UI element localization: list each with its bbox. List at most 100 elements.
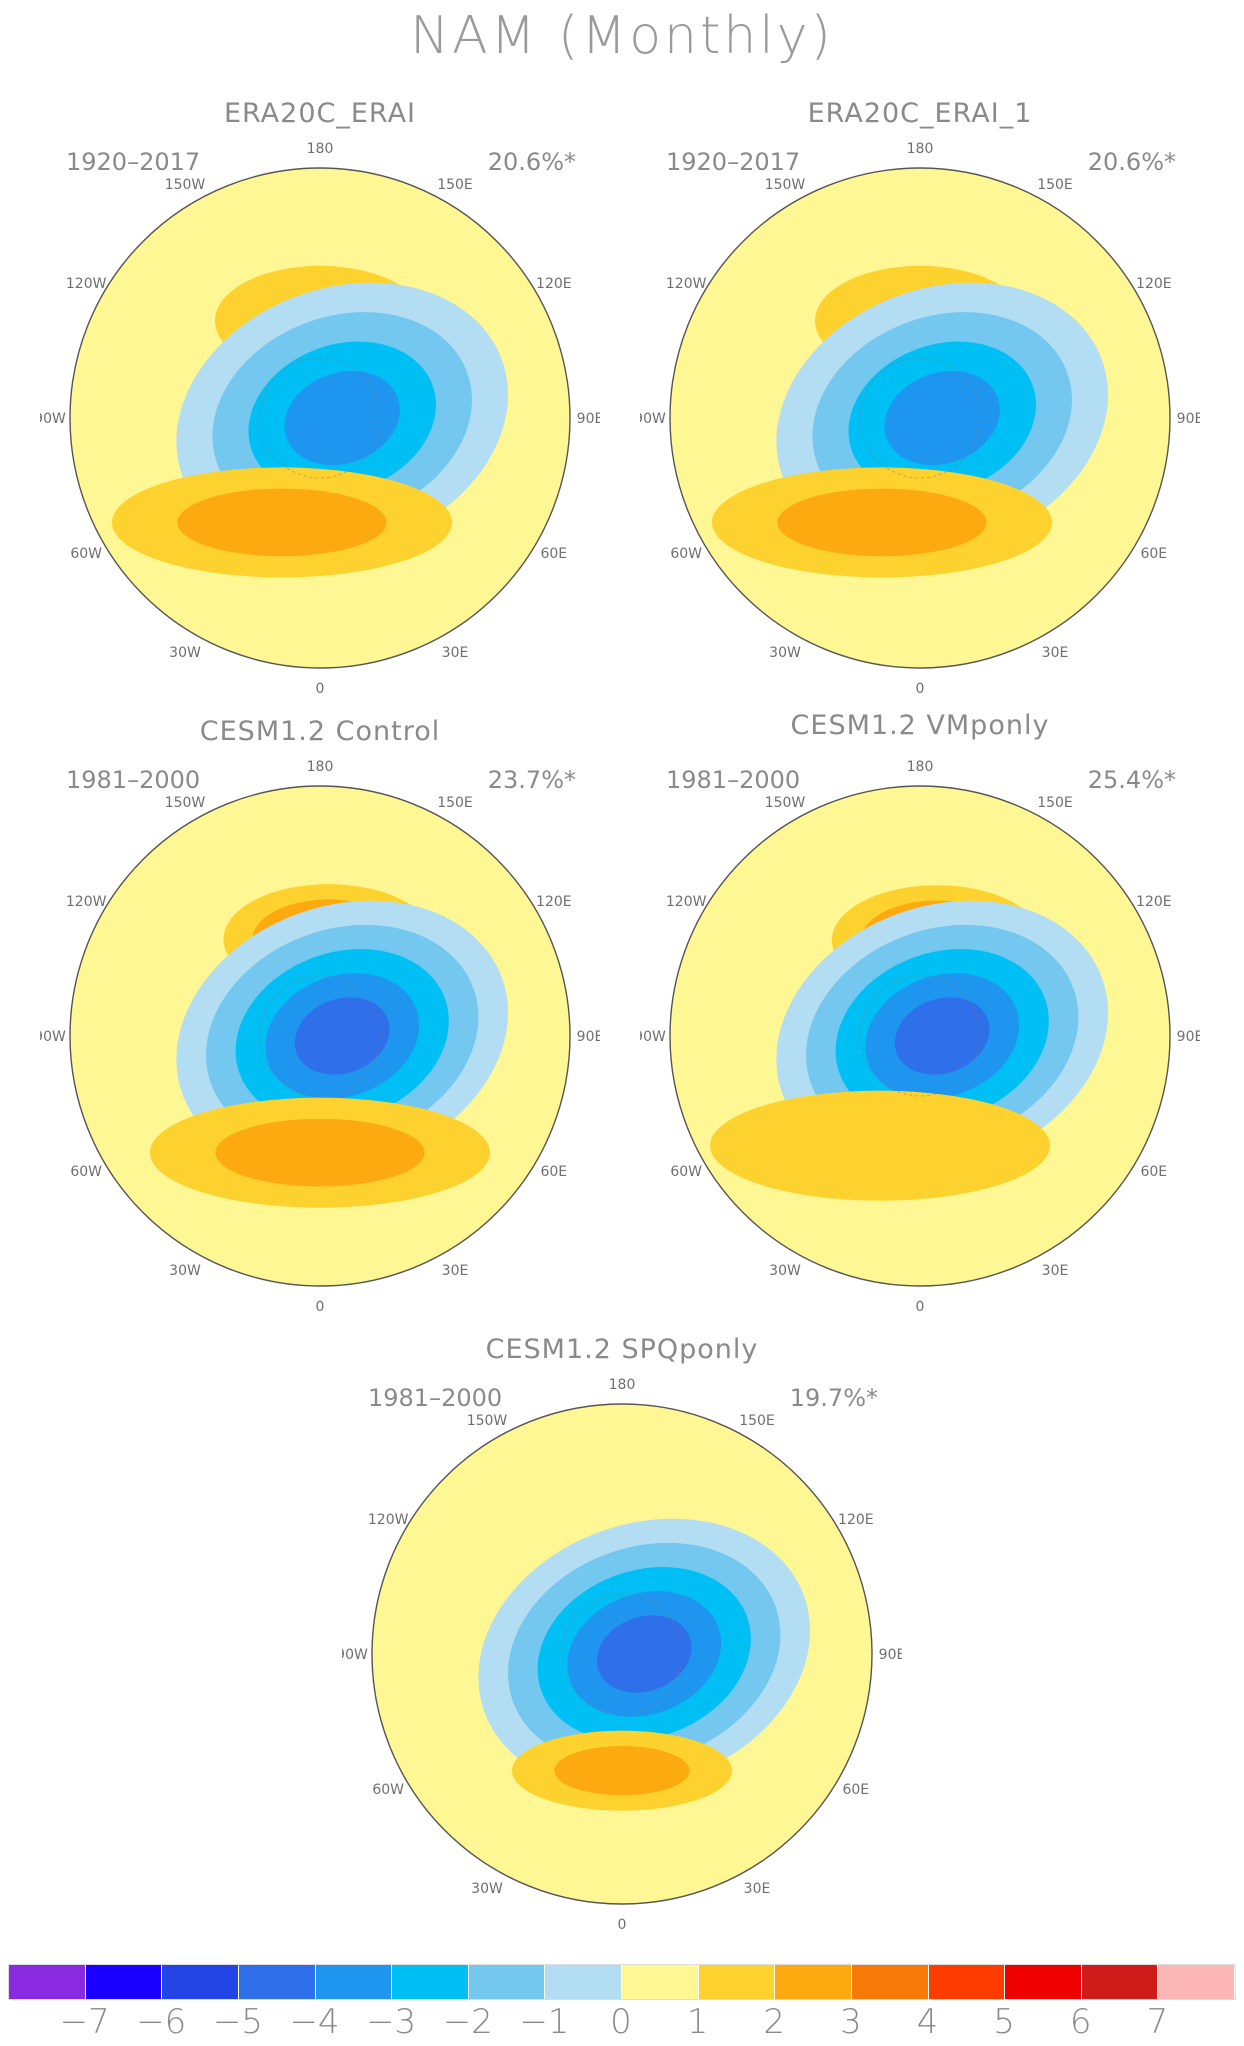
longitude-label: 90E [1177, 411, 1200, 427]
longitude-label: 60E [540, 1164, 567, 1180]
longitude-label: 60E [1140, 546, 1167, 562]
longitude-label: 30E [1042, 645, 1069, 661]
colorbar-tick-label: −4 [289, 2002, 340, 2042]
panel-period: 1981–2000 [66, 766, 201, 794]
longitude-label: 120E [1136, 276, 1172, 292]
positive-anomaly-contour [215, 1118, 425, 1187]
anomaly-field [711, 265, 1109, 578]
longitude-label: 90W [40, 411, 66, 427]
longitude-label: 60E [540, 546, 567, 562]
colorbar-swatch [85, 1965, 163, 1999]
longitude-label: 30E [744, 1881, 771, 1897]
longitude-label: 0 [316, 681, 325, 697]
colorbar-tick-label: −2 [442, 2002, 493, 2042]
coastline-hint [561, 1593, 683, 1715]
panel-variance: 23.7%* [487, 766, 576, 794]
longitude-label: 60E [1140, 1164, 1167, 1180]
longitude-label: 150E [437, 177, 473, 193]
colorbar-swatch [392, 1965, 469, 1999]
colorbar-tick-label: −7 [59, 2002, 110, 2042]
longitude-label: 30E [1042, 1263, 1069, 1279]
longitude-label: 0 [316, 1299, 325, 1315]
positive-anomaly-contour [177, 488, 387, 557]
longitude-label: 60W [70, 1164, 102, 1180]
colorbar-tick-label: 1 [686, 2002, 709, 2042]
longitude-label: 180 [307, 759, 334, 775]
colorbar-swatch [315, 1965, 393, 1999]
panel-variance: 19.7%* [789, 1384, 878, 1412]
longitude-label: 90E [577, 411, 600, 427]
panel-period: 1981–2000 [368, 1384, 503, 1412]
colorbar-swatch [622, 1965, 699, 1999]
longitude-label: 120W [666, 276, 707, 292]
colorbar-swatch [468, 1965, 546, 1999]
negative-anomaly-contour [596, 1615, 692, 1693]
colorbar-swatch [545, 1965, 622, 1999]
longitude-label: 120W [666, 894, 707, 910]
colorbar-swatch [162, 1965, 239, 1999]
longitude-label: 60W [372, 1782, 404, 1798]
polar-map: 180 150E 120E 90E 60E 30E 0 30W 60W 90W 120W 150W [640, 141, 1200, 697]
longitude-label: 180 [609, 1377, 636, 1393]
longitude-label: 90E [879, 1647, 902, 1663]
longitude-label: 120E [536, 894, 572, 910]
negative-anomaly-contour [284, 370, 400, 466]
colorbar-swatch [1005, 1965, 1082, 1999]
colorbar-swatch [238, 1965, 316, 1999]
colorbar-tick-label: 5 [993, 2002, 1015, 2042]
colorbar-tick-label: 6 [1069, 2002, 1092, 2042]
colorbar-tick-label: −6 [136, 2002, 187, 2042]
polar-map: 180 150E 120E 90E 60E 30E 0 30W 60W 90W 120W 150W [40, 759, 600, 1315]
map-boundary [371, 1403, 873, 1905]
longitude-label: 150W [765, 177, 806, 193]
longitude-label: 180 [907, 759, 934, 775]
longitude-label: 90W [40, 1029, 66, 1045]
longitude-label: 120W [66, 894, 107, 910]
coastline-hint [259, 975, 381, 1097]
map-boundary [669, 785, 1171, 1287]
colorbar-tick-label: −1 [519, 2002, 570, 2042]
anomaly-field [150, 884, 509, 1208]
colorbar-tick-label: 2 [763, 2002, 786, 2042]
coastline-hint [859, 357, 981, 479]
colorbar [8, 1964, 1236, 2000]
longitude-label: 150E [1037, 177, 1073, 193]
longitude-label: 90W [342, 1647, 368, 1663]
longitude-label: 30E [442, 645, 469, 661]
negative-anomaly-contour [884, 370, 1000, 466]
longitude-label: 150E [739, 1413, 775, 1429]
longitude-label: 150W [165, 177, 206, 193]
colorbar-swatch [9, 1965, 86, 1999]
longitude-label: 90E [1177, 1029, 1200, 1045]
colorbar-tick-label: −5 [212, 2002, 263, 2042]
panel-period: 1920–2017 [66, 148, 201, 176]
polar-map: 180 150E 120E 90E 60E 30E 0 30W 60W 90W 120W 150W [640, 759, 1200, 1315]
anomaly-field [478, 1518, 811, 1811]
colorbar-swatch [1081, 1965, 1159, 1999]
longitude-label: 30W [169, 645, 201, 661]
anomaly-field [710, 885, 1109, 1201]
longitude-label: 120E [536, 276, 572, 292]
colorbar-tick-label: 0 [610, 2002, 632, 2042]
panel-title: CESM1.2 Control [199, 716, 441, 747]
longitude-label: 30W [471, 1881, 503, 1897]
panel-variance: 25.4%* [1087, 766, 1176, 794]
map-boundary [669, 167, 1171, 669]
panel-title: ERA20C_ERAI [223, 98, 417, 129]
colorbar-labels: −7 −6 −5 −4 −3 −2 −1 0 1 2 3 4 5 6 7 [8, 2002, 1234, 2042]
longitude-label: 60W [70, 546, 102, 562]
colorbar-tick-label: 7 [1146, 2002, 1169, 2042]
panel-cesm-control: CESM1.2 Control 1981–2000 23.7%* 180 150E… [40, 716, 600, 1316]
longitude-label: 120W [368, 1512, 409, 1528]
colorbar-swatch [698, 1965, 776, 1999]
longitude-label: 60W [670, 1164, 702, 1180]
panel-era20c-erai: ERA20C_ERAI 1920–2017 20.6%* 180 150E 120E… [40, 98, 600, 698]
colorbar-swatch [928, 1965, 1006, 1999]
coastline-hint [859, 975, 981, 1097]
panel-cesm-spqponly: CESM1.2 SPQponly 1981–2000 19.7%* 180 150… [342, 1334, 902, 1934]
longitude-label: 30E [442, 1263, 469, 1279]
panel-title: CESM1.2 SPQponly [485, 1334, 759, 1365]
panel-variance: 20.6%* [487, 148, 576, 176]
positive-anomaly-contour [554, 1746, 690, 1796]
longitude-label: 180 [907, 141, 934, 157]
